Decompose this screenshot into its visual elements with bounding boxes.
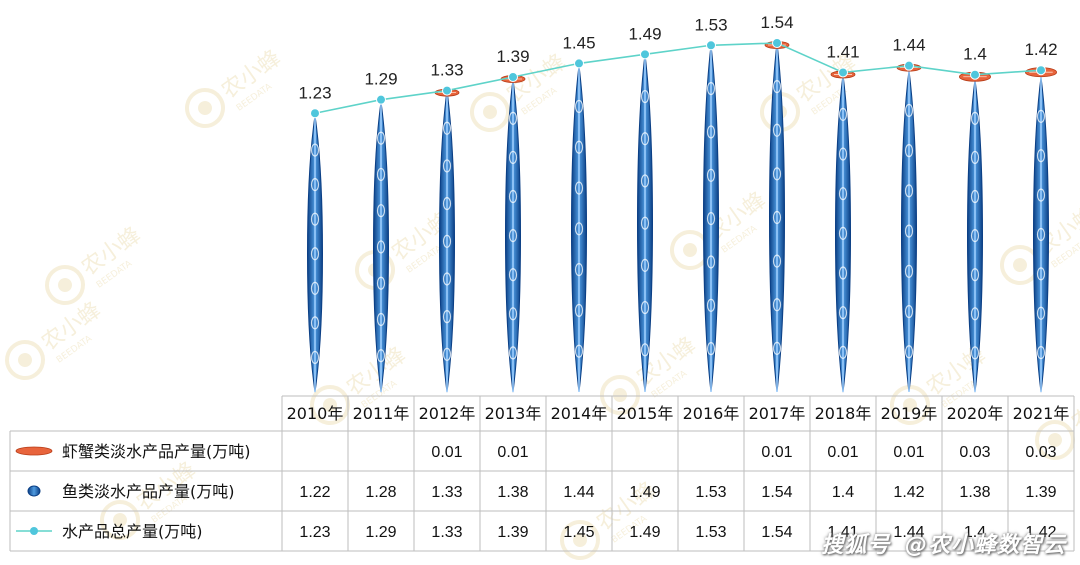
total-point (508, 71, 518, 82)
footer-handle: @农小蜂数智云 (904, 533, 1066, 558)
data-label: 1.42 (1024, 40, 1057, 59)
table-cell: 1.53 (695, 484, 726, 501)
fish-bar (571, 65, 587, 393)
table-cell: 1.45 (563, 524, 594, 541)
x-tick-label: 2014年 (551, 404, 608, 423)
x-tick-label: 2012年 (419, 404, 476, 423)
table-cell: 0.03 (1025, 444, 1056, 461)
total-point (1036, 65, 1046, 76)
x-tick-label: 2013年 (485, 404, 542, 423)
total-point (706, 40, 716, 51)
table-cell: 1.44 (563, 484, 594, 501)
table-cell: 1.33 (431, 524, 462, 541)
table-cell: 1.33 (431, 484, 462, 501)
data-label: 1.41 (826, 42, 859, 61)
data-label: 1.44 (892, 36, 925, 55)
data-label: 1.45 (562, 33, 595, 52)
table-cell: 1.4 (964, 524, 986, 541)
total-line (314, 42, 1042, 115)
fish-bar (637, 54, 653, 393)
legend-label: 虾蟹类淡水产品产量(万吨) (62, 442, 251, 461)
data-label: 1.33 (430, 61, 463, 80)
table-cell: 1.23 (299, 524, 330, 541)
x-tick-label: 2015年 (617, 404, 674, 423)
legend-key (15, 446, 53, 456)
x-tick-label: 2018年 (815, 404, 872, 423)
table-cell: 1.41 (827, 524, 858, 541)
table-cell: 0.01 (431, 444, 462, 461)
x-tick-label: 2011年 (353, 404, 410, 423)
table-cell: 1.42 (893, 484, 924, 501)
fish-bar (835, 74, 851, 393)
fish-bar (307, 115, 323, 393)
x-tick-label: 2021年 (1013, 404, 1070, 423)
fish-bar (703, 45, 719, 393)
table-cell: 1.49 (629, 484, 660, 501)
data-label: 1.53 (694, 15, 727, 34)
data-label: 1.49 (628, 24, 661, 43)
x-tick-label: 2017年 (749, 404, 806, 423)
table-cell: 0.01 (497, 444, 528, 461)
data-label: 1.23 (298, 83, 331, 102)
data-label: 1.54 (760, 13, 793, 32)
table-cell: 1.44 (893, 524, 924, 541)
data-table: 2010年 2011年 2012年 2013年 2014年 2015年 2016年 2017年… (9, 395, 1075, 552)
table-cell: 0.01 (827, 444, 858, 461)
total-point (310, 108, 320, 119)
table-cell: 1.54 (761, 524, 792, 541)
table-cell: 1.39 (497, 524, 528, 541)
total-point (376, 94, 386, 105)
table-cell: 0.01 (761, 444, 792, 461)
table-cell: 1.29 (365, 524, 396, 541)
total-point (442, 85, 452, 96)
legend-label: 鱼类淡水产品产量(万吨) (62, 482, 235, 501)
table-cell: 1.4 (832, 484, 854, 501)
fish-bar (373, 101, 389, 393)
table-cell: 1.28 (365, 484, 396, 501)
fish-bar (901, 70, 917, 393)
table-cell: 1.38 (497, 484, 528, 501)
table-cell: 1.54 (761, 484, 792, 501)
total-point (970, 69, 980, 80)
x-tick-label: 2019年 (881, 404, 938, 423)
legend-label: 水产品总产量(万吨) (62, 522, 203, 541)
data-label: 1.39 (496, 47, 529, 66)
total-point (772, 38, 782, 48)
legend-key (27, 485, 41, 497)
fish-bar (967, 79, 983, 393)
footer-watermark: 搜狐号 @农小蜂数智云 (815, 527, 1066, 559)
total-point (640, 49, 650, 60)
table-cell: 1.49 (629, 524, 660, 541)
table-cell: 0.03 (959, 444, 990, 461)
x-tick-label: 2016年 (683, 404, 740, 423)
table-cell: 1.42 (1025, 524, 1056, 541)
data-label: 1.4 (963, 45, 987, 64)
bars-layer (307, 41, 1058, 393)
fish-bar (769, 42, 785, 393)
table-cell: 1.39 (1025, 484, 1056, 501)
fish-bar (505, 79, 521, 393)
legend-key (16, 527, 52, 535)
table-cell: 1.38 (959, 484, 990, 501)
table-cell: 0.01 (893, 444, 924, 461)
total-point (904, 60, 914, 71)
footer-platform: 搜狐号 (821, 533, 891, 558)
fish-bar (1033, 76, 1049, 393)
table-cell: 1.22 (299, 484, 330, 501)
fish-bar (439, 90, 455, 393)
data-label: 1.29 (364, 70, 397, 89)
line-layer: 1.23 1.29 1.33 1.39 1.45 1.49 1.53 1.54 1.41 1.44… (298, 13, 1058, 119)
x-tick-label: 2020年 (947, 404, 1004, 423)
total-point (838, 67, 848, 78)
total-point (574, 58, 584, 69)
x-tick-label: 2010年 (287, 404, 344, 423)
table-cell: 1.53 (695, 524, 726, 541)
